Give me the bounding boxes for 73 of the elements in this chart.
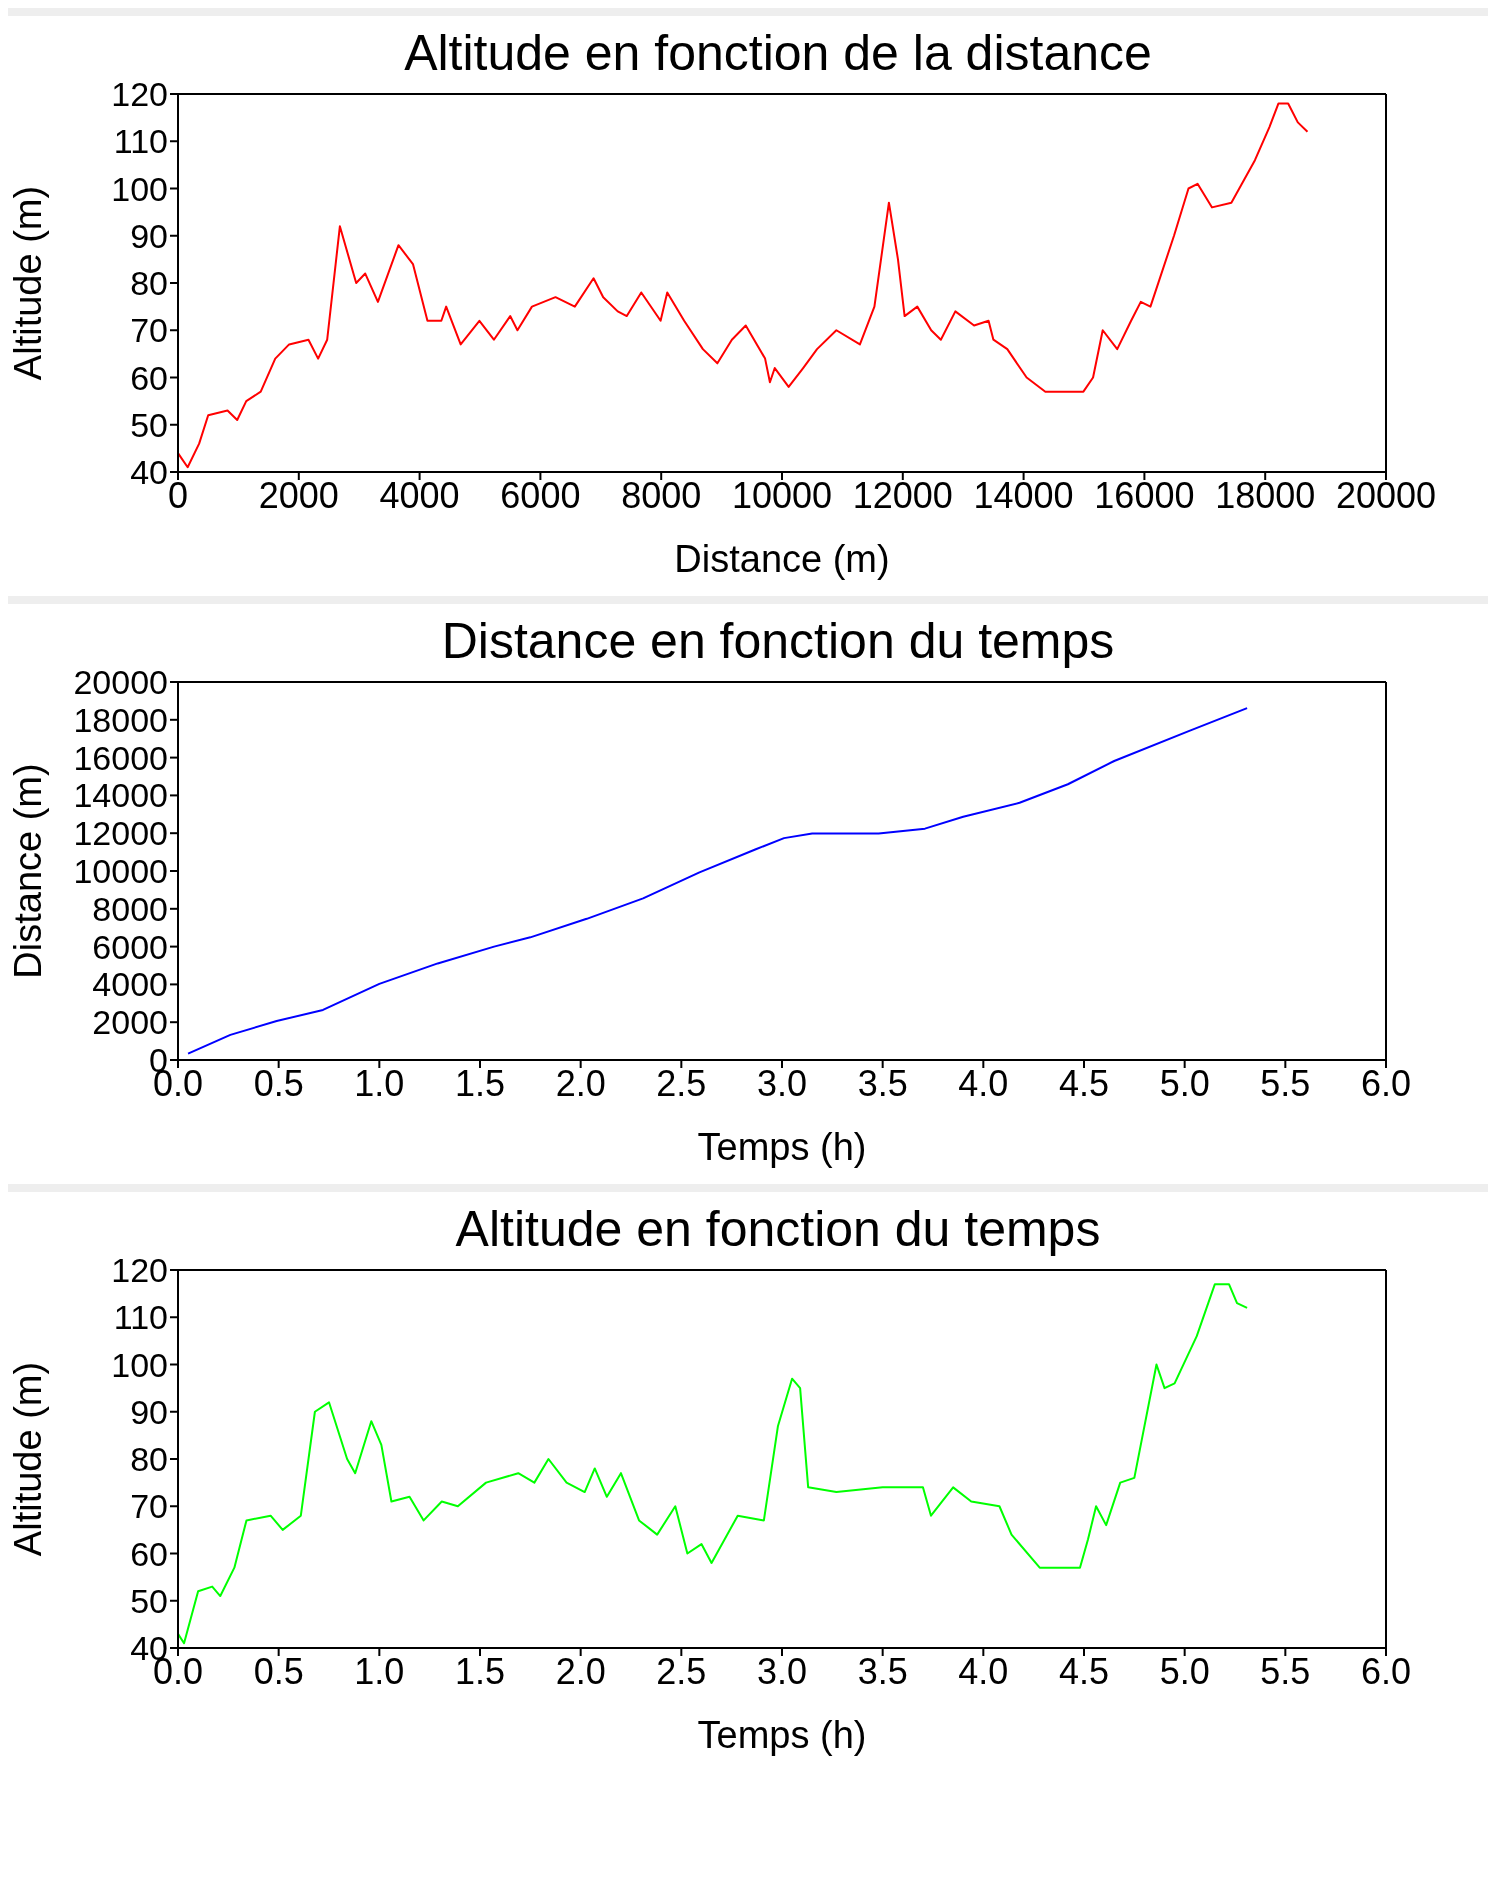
x-tick-label: 0.5 [253,1062,304,1104]
x-tick-label: 2.0 [555,1062,606,1104]
x-tick-label: 2.0 [555,1650,606,1692]
y-tick-label: 8000 [92,889,168,928]
y-tick-label: 16000 [73,738,168,777]
x-tick-label: 18000 [1215,474,1316,516]
line-series [178,102,1309,469]
y-tick-label: 12000 [73,814,168,853]
y-tick-label: 60 [130,1534,168,1573]
x-tick-label: 6.0 [1360,1062,1412,1104]
y-tick-label: 50 [130,405,168,444]
y-tick-label: 100 [111,1345,168,1384]
x-tick-label: 6.0 [1360,1650,1412,1692]
x-tick-label: 14000 [973,474,1074,516]
x-axis-title: Temps (h) [697,1126,867,1168]
x-tick-label: 5.0 [1159,1650,1210,1692]
x-tick-label: 0.5 [253,1650,304,1692]
x-tick-label: 1.0 [354,1062,405,1104]
y-tick-label: 110 [113,1298,168,1337]
x-tick-label: 2.5 [656,1650,707,1692]
line-series [178,1283,1249,1645]
x-tick-label: 5.0 [1159,1062,1210,1104]
y-tick-label: 6000 [92,927,168,966]
y-tick-label: 2000 [92,1003,168,1042]
y-tick-label: 60 [130,358,168,397]
y-axis-title: Altitude (m) [7,1361,50,1557]
x-tick-label: 4.0 [958,1062,1009,1104]
y-tick-label: 90 [130,1392,168,1431]
line-series [187,707,1249,1055]
y-axis-title: Distance (m) [7,763,50,979]
y-tick-label: 80 [130,1440,168,1479]
x-tick-label: 4000 [379,474,460,516]
x-tick-label: 10000 [731,474,833,516]
x-axis-title: Distance (m) [674,538,890,580]
x-tick-label: 4.5 [1058,1062,1110,1104]
x-tick-label: 6000 [500,474,581,516]
x-tick-label: 3.5 [857,1062,908,1104]
y-tick-label: 20000 [73,663,168,702]
y-tick-label: 70 [130,311,168,350]
y-tick-label: 40 [130,453,168,492]
x-axis-title: Temps (h) [697,1714,867,1756]
x-tick-label: 3.0 [756,1650,808,1692]
x-tick-label: 3.5 [857,1650,908,1692]
x-tick-label: 5.5 [1260,1650,1311,1692]
y-tick-label: 120 [111,75,168,114]
chart-title: Altitude en fonction de la distance [404,25,1152,81]
x-tick-label: 2.5 [656,1062,707,1104]
y-tick-label: 4000 [92,965,168,1004]
x-tick-label: 4.5 [1058,1650,1110,1692]
y-tick-label: 80 [130,264,168,303]
x-tick-label: 1.5 [454,1062,506,1104]
x-tick-label: 5.5 [1260,1062,1311,1104]
x-tick-label: 16000 [1094,474,1195,516]
y-tick-label: 110 [113,122,168,161]
y-tick-label: 100 [111,169,168,208]
x-tick-label: 2000 [258,474,339,516]
x-tick-label: 3.0 [756,1062,808,1104]
chart-title: Altitude en fonction du temps [455,1201,1101,1257]
y-axis-title: Altitude (m) [7,185,50,381]
y-tick-label: 70 [130,1487,168,1526]
y-tick-label: 18000 [73,700,168,739]
y-tick-label: 50 [130,1581,168,1620]
x-tick-label: 1.0 [354,1650,405,1692]
x-tick-label: 20000 [1335,474,1437,516]
y-tick-label: 120 [111,1251,168,1290]
x-tick-label: 1.5 [454,1650,506,1692]
y-tick-label: 90 [130,216,168,255]
x-tick-label: 12000 [852,474,953,516]
y-tick-label: 14000 [73,776,168,815]
chart-title: Distance en fonction du temps [441,613,1115,669]
y-tick-label: 10000 [73,852,168,891]
x-tick-label: 8000 [621,474,702,516]
x-tick-label: 4.0 [958,1650,1009,1692]
